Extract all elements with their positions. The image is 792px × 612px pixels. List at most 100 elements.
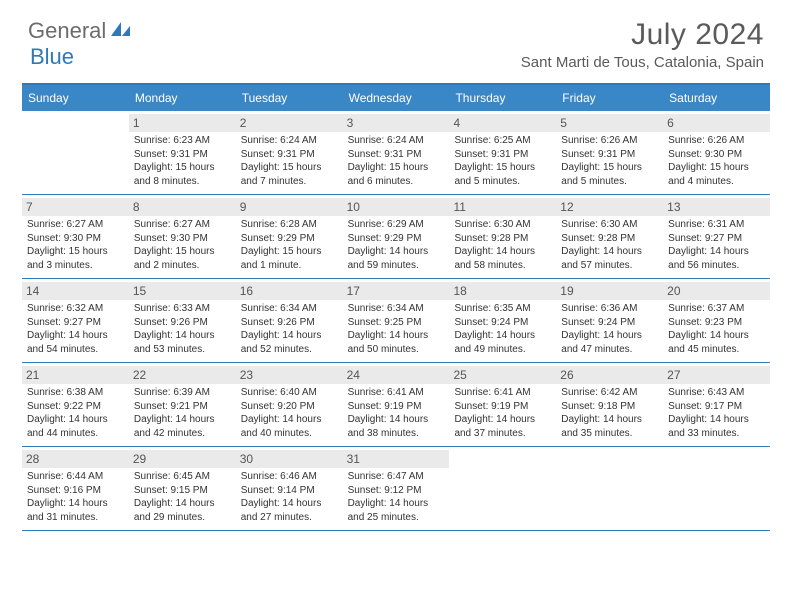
day-cell: 27 Sunrise: 6:43 AMSunset: 9:17 PMDayligh… <box>663 363 770 446</box>
day-info: Sunrise: 6:37 AMSunset: 9:23 PMDaylight:… <box>668 302 765 356</box>
week-row: .1Sunrise: 6:23 AMSunset: 9:31 PMDayligh… <box>22 111 770 195</box>
day-cell: 14 Sunrise: 6:32 AMSunset: 9:27 PMDayligh… <box>22 279 129 362</box>
day-info: Sunrise: 6:24 AMSunset: 9:31 PMDaylight:… <box>241 134 338 188</box>
day-info: Sunrise: 6:40 AMSunset: 9:20 PMDaylight:… <box>241 386 338 440</box>
day-info: Sunrise: 6:45 AMSunset: 9:15 PMDaylight:… <box>134 470 231 524</box>
day-cell: 17 Sunrise: 6:34 AMSunset: 9:25 PMDayligh… <box>343 279 450 362</box>
day-cell: 28 Sunrise: 6:44 AMSunset: 9:16 PMDayligh… <box>22 447 129 530</box>
dayhead-fri: Friday <box>556 85 663 111</box>
day-info: Sunrise: 6:46 AMSunset: 9:14 PMDaylight:… <box>241 470 338 524</box>
day-number: 2 <box>236 114 343 132</box>
day-number: 30 <box>236 450 343 468</box>
weeks-container: . 1 Sunrise: 6:23 AMSunset: 9:31 PMDayligh… <box>22 111 770 531</box>
day-cell: 8 Sunrise: 6:27 AMSunset: 9:30 PMDaylight… <box>129 195 236 278</box>
day-info: Sunrise: 6:23 AMSunset: 9:31 PMDaylight:… <box>134 134 231 188</box>
day-info: Sunrise: 6:33 AMSunset: 9:26 PMDaylight:… <box>134 302 231 356</box>
day-info: Sunrise: 6:26 AMSunset: 9:31 PMDaylight:… <box>561 134 658 188</box>
header: General July 2024 Sant Marti de Tous, Ca… <box>0 0 792 77</box>
day-info: Sunrise: 6:44 AMSunset: 9:16 PMDaylight:… <box>27 470 124 524</box>
day-info: Sunrise: 6:30 AMSunset: 9:28 PMDaylight:… <box>561 218 658 272</box>
day-info: Sunrise: 6:36 AMSunset: 9:24 PMDaylight:… <box>561 302 658 356</box>
day-number: 25 <box>449 366 556 384</box>
day-cell: 3 Sunrise: 6:24 AMSunset: 9:31 PMDaylight… <box>343 111 450 194</box>
day-info: Sunrise: 6:26 AMSunset: 9:30 PMDaylight:… <box>668 134 765 188</box>
day-number: 3 <box>343 114 450 132</box>
dayhead-wed: Wednesday <box>343 85 450 111</box>
dayhead-sun: Sunday <box>22 85 129 111</box>
day-cell: 18 Sunrise: 6:35 AMSunset: 9:24 PMDayligh… <box>449 279 556 362</box>
day-number: 28 <box>22 450 129 468</box>
day-cell: 21Sunrise: 6:38 AMSunset: 9:22 PMDayligh… <box>22 363 129 446</box>
dayhead-tue: Tuesday <box>236 85 343 111</box>
day-info: Sunrise: 6:35 AMSunset: 9:24 PMDaylight:… <box>454 302 551 356</box>
day-cell: 13Sunrise: 6:31 AMSunset: 9:27 PMDayligh… <box>663 195 770 278</box>
day-cell: 22 Sunrise: 6:39 AMSunset: 9:21 PMDayligh… <box>129 363 236 446</box>
logo-text-general: General <box>28 18 106 44</box>
day-number: 11 <box>449 198 556 216</box>
day-number: 19 <box>556 282 663 300</box>
title-block: July 2024 Sant Marti de Tous, Catalonia,… <box>521 18 764 71</box>
day-info: Sunrise: 6:29 AMSunset: 9:29 PMDaylight:… <box>348 218 445 272</box>
day-number: 10 <box>343 198 450 216</box>
day-number: 16 <box>236 282 343 300</box>
month-title: July 2024 <box>521 18 764 52</box>
day-cell: 1 Sunrise: 6:23 AMSunset: 9:31 PMDaylight… <box>129 111 236 194</box>
dayhead-sat: Saturday <box>663 85 770 111</box>
day-number: 14 <box>22 282 129 300</box>
day-info: Sunrise: 6:25 AMSunset: 9:31 PMDaylight:… <box>454 134 551 188</box>
sail-icon <box>110 20 132 43</box>
week-row: 7 Sunrise: 6:27 AMSunset: 9:30 PMDaylight… <box>22 195 770 279</box>
day-info: Sunrise: 6:28 AMSunset: 9:29 PMDaylight:… <box>241 218 338 272</box>
day-info: Sunrise: 6:47 AMSunset: 9:12 PMDaylight:… <box>348 470 445 524</box>
day-cell: 2 Sunrise: 6:24 AMSunset: 9:31 PMDaylight… <box>236 111 343 194</box>
day-info: Sunrise: 6:24 AMSunset: 9:31 PMDaylight:… <box>348 134 445 188</box>
day-info: Sunrise: 6:41 AMSunset: 9:19 PMDaylight:… <box>348 386 445 440</box>
day-info: Sunrise: 6:30 AMSunset: 9:28 PMDaylight:… <box>454 218 551 272</box>
day-number: 20 <box>663 282 770 300</box>
week-row: 14 Sunrise: 6:32 AMSunset: 9:27 PMDayligh… <box>22 279 770 363</box>
day-info: Sunrise: 6:34 AMSunset: 9:26 PMDaylight:… <box>241 302 338 356</box>
day-info: Sunrise: 6:32 AMSunset: 9:27 PMDaylight:… <box>27 302 124 356</box>
day-cell: 19 Sunrise: 6:36 AMSunset: 9:24 PMDayligh… <box>556 279 663 362</box>
day-cell: 4Sunrise: 6:25 AMSunset: 9:31 PMDaylight… <box>449 111 556 194</box>
day-number: 22 <box>129 366 236 384</box>
day-number: 6 <box>663 114 770 132</box>
day-number: 8 <box>129 198 236 216</box>
day-cell: . <box>556 447 663 530</box>
logo: General <box>28 18 134 44</box>
day-cell: 26Sunrise: 6:42 AMSunset: 9:18 PMDayligh… <box>556 363 663 446</box>
day-cell: . <box>449 447 556 530</box>
logo-blue-wrap: Blue <box>30 44 74 70</box>
day-cell: 15Sunrise: 6:33 AMSunset: 9:26 PMDayligh… <box>129 279 236 362</box>
day-cell: 31 Sunrise: 6:47 AMSunset: 9:12 PMDayligh… <box>343 447 450 530</box>
day-number: 17 <box>343 282 450 300</box>
day-number: 27 <box>663 366 770 384</box>
day-number: 24 <box>343 366 450 384</box>
day-header-row: Sunday Monday Tuesday Wednesday Thursday… <box>22 85 770 111</box>
dayhead-thu: Thursday <box>449 85 556 111</box>
day-cell: 6 Sunrise: 6:26 AMSunset: 9:30 PMDaylight… <box>663 111 770 194</box>
day-number: 9 <box>236 198 343 216</box>
day-number: 31 <box>343 450 450 468</box>
day-number: 21 <box>22 366 129 384</box>
day-info: Sunrise: 6:34 AMSunset: 9:25 PMDaylight:… <box>348 302 445 356</box>
day-cell: 9 Sunrise: 6:28 AMSunset: 9:29 PMDaylight… <box>236 195 343 278</box>
day-info: Sunrise: 6:27 AMSunset: 9:30 PMDaylight:… <box>134 218 231 272</box>
day-cell: 20 Sunrise: 6:37 AMSunset: 9:23 PMDayligh… <box>663 279 770 362</box>
day-info: Sunrise: 6:31 AMSunset: 9:27 PMDaylight:… <box>668 218 765 272</box>
day-info: Sunrise: 6:43 AMSunset: 9:17 PMDaylight:… <box>668 386 765 440</box>
day-number: 5 <box>556 114 663 132</box>
day-number: 18 <box>449 282 556 300</box>
week-row: 28 Sunrise: 6:44 AMSunset: 9:16 PMDayligh… <box>22 447 770 531</box>
day-cell: 5 Sunrise: 6:26 AMSunset: 9:31 PMDaylight… <box>556 111 663 194</box>
day-number: 7 <box>22 198 129 216</box>
day-cell: 29Sunrise: 6:45 AMSunset: 9:15 PMDayligh… <box>129 447 236 530</box>
logo-text-blue: Blue <box>30 44 74 69</box>
day-cell: 30 Sunrise: 6:46 AMSunset: 9:14 PMDayligh… <box>236 447 343 530</box>
day-cell: . <box>663 447 770 530</box>
day-number: 26 <box>556 366 663 384</box>
day-info: Sunrise: 6:39 AMSunset: 9:21 PMDaylight:… <box>134 386 231 440</box>
location: Sant Marti de Tous, Catalonia, Spain <box>521 54 764 71</box>
day-number: 1 <box>129 114 236 132</box>
day-cell: 7Sunrise: 6:27 AMSunset: 9:30 PMDaylight… <box>22 195 129 278</box>
